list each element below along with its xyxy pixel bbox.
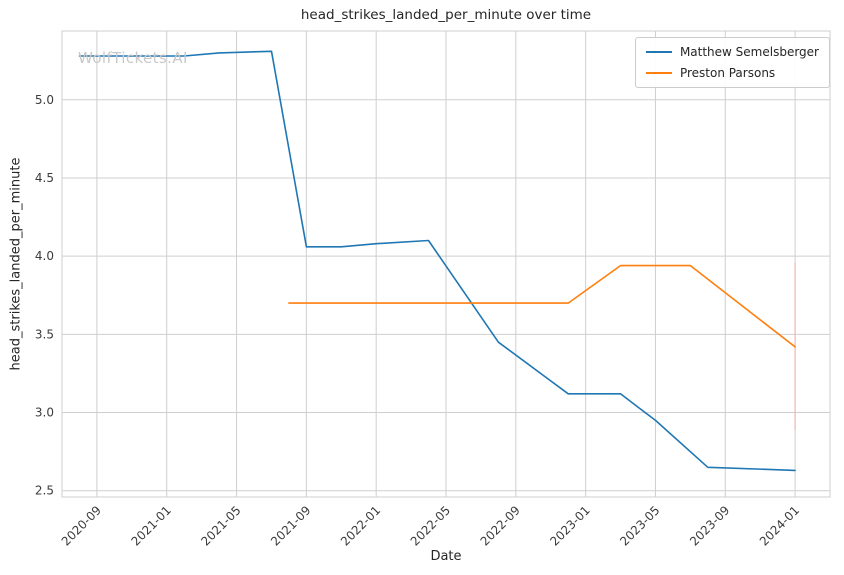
series-line-matthew-semelsberger — [78, 50, 796, 472]
y-axis-label: head_strikes_landed_per_minute — [8, 157, 24, 371]
x-tick-label: 2021-05 — [198, 503, 243, 548]
y-tick-label: 4.5 — [35, 171, 54, 185]
x-tick-label: 2021-09 — [268, 503, 313, 548]
x-axis-label: Date — [430, 549, 462, 564]
x-tick-label: 2024-01 — [757, 503, 802, 548]
legend-label: Preston Parsons — [679, 66, 776, 80]
legend: Matthew Semelsberger Preston Parsons — [634, 37, 830, 88]
x-tick-label: 2021-01 — [128, 503, 173, 548]
x-tick-label: 2023-01 — [547, 503, 592, 548]
y-tick-label: 5.0 — [35, 93, 54, 107]
x-tick-label: 2020-09 — [59, 503, 104, 548]
x-tick-label: 2022-01 — [338, 503, 383, 548]
legend-item-preston-parsons: Preston Parsons — [645, 66, 819, 80]
series-line-preston-parsons — [288, 264, 796, 348]
x-tick-label: 2023-09 — [687, 503, 732, 548]
legend-line-sample-icon — [645, 51, 672, 53]
y-tick-label: 4.0 — [35, 249, 54, 263]
legend-line-sample-icon — [645, 72, 672, 74]
y-tick-label: 3.5 — [35, 327, 54, 341]
y-tick-label: 2.5 — [35, 484, 54, 498]
x-tick-label: 2022-09 — [478, 503, 523, 548]
x-tick-label: 2022-05 — [408, 503, 453, 548]
legend-label: Matthew Semelsberger — [679, 45, 819, 59]
chart-title: head_strikes_landed_per_minute over time — [300, 7, 592, 23]
y-tick-label: 3.0 — [35, 406, 54, 420]
plot-border — [61, 30, 831, 498]
legend-item-matthew-semelsberger: Matthew Semelsberger — [645, 45, 819, 59]
x-tick-label: 2023-05 — [617, 503, 662, 548]
